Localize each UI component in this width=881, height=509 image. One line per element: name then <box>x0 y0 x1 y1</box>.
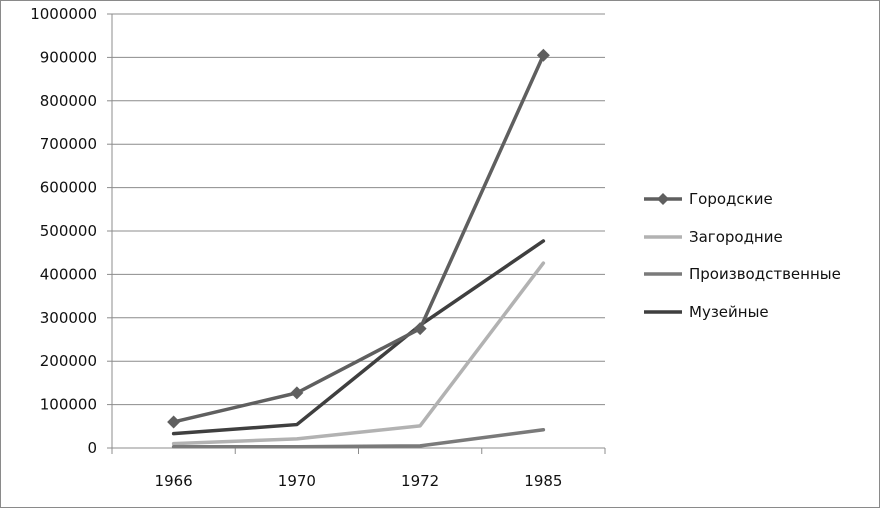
y-tick-label: 100000 <box>40 396 97 414</box>
legend-label: Городские <box>689 190 773 208</box>
series-line-1 <box>171 53 546 424</box>
x-tick-label: 1985 <box>524 472 562 490</box>
legend-label: Производственные <box>689 265 841 283</box>
x-tick-label: 1972 <box>401 472 439 490</box>
legend-marker <box>657 193 669 205</box>
y-tick-label: 700000 <box>40 135 97 153</box>
y-tick-label: 500000 <box>40 222 97 240</box>
series-line-3 <box>171 428 546 449</box>
y-tick-label: 300000 <box>40 309 97 327</box>
y-tick-label: 600000 <box>40 179 97 197</box>
legend-label: Музейные <box>689 303 769 321</box>
y-tick-label: 400000 <box>40 265 97 283</box>
y-tick-label: 0 <box>87 439 97 457</box>
legend-label: Загородние <box>689 228 783 246</box>
series-line-2 <box>171 261 546 446</box>
y-tick-label: 900000 <box>40 48 97 66</box>
y-tick-label: 200000 <box>40 352 97 370</box>
y-tick-label: 800000 <box>40 92 97 110</box>
series-line-4 <box>171 239 546 436</box>
x-tick-label: 1970 <box>278 472 316 490</box>
y-tick-label: 1000000 <box>30 5 97 23</box>
data-point-marker <box>167 415 181 429</box>
data-point-marker <box>290 386 304 400</box>
data-point-marker <box>536 48 550 62</box>
data-point-marker <box>413 322 427 336</box>
x-tick-label: 1966 <box>155 472 193 490</box>
